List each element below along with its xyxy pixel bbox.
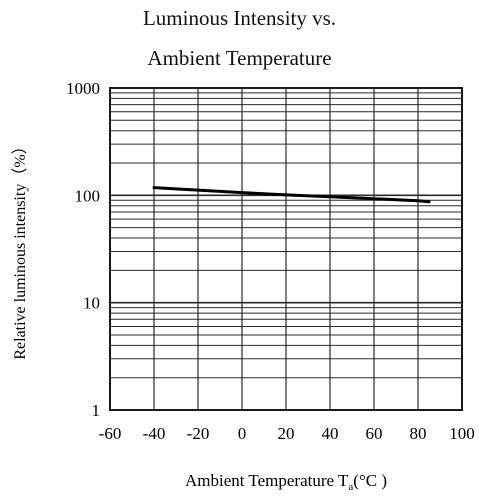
axis-ticks: -60 -40 -20 0 20 40 60 80 100 1 10 100 1000 <box>66 79 475 443</box>
x-tick-label: 0 <box>238 424 247 443</box>
chart-grid <box>109 88 463 411</box>
x-tick-label: -60 <box>99 424 122 443</box>
chart-title: Luminous Intensity vs. <box>142 6 337 30</box>
y-axis-label: Relative luminous intensity（%） <box>11 138 29 359</box>
chart-subtitle: Ambient Temperature <box>147 46 332 70</box>
x-tick-label: 100 <box>449 424 475 443</box>
x-tick-label: 60 <box>366 424 383 443</box>
x-axis-label: Ambient Temperature Ta(°C ) <box>185 471 387 493</box>
x-axis-label-main: Ambient Temperature T <box>185 471 349 490</box>
y-tick-label: 1 <box>92 401 101 420</box>
chart-series <box>152 186 431 204</box>
y-tick-label: 1000 <box>66 79 100 98</box>
x-tick-label: 20 <box>278 424 295 443</box>
y-tick-label: 10 <box>83 294 100 313</box>
x-axis-label-subscript: a <box>348 481 353 493</box>
x-axis-label-unit: (°C ) <box>353 471 387 490</box>
x-tick-label: 80 <box>410 424 427 443</box>
x-tick-label: -40 <box>143 424 166 443</box>
series-line <box>152 186 431 204</box>
x-tick-label: 40 <box>322 424 339 443</box>
y-tick-label: 100 <box>75 186 101 205</box>
plot-area-frame <box>109 87 463 411</box>
x-tick-label: -20 <box>187 424 210 443</box>
